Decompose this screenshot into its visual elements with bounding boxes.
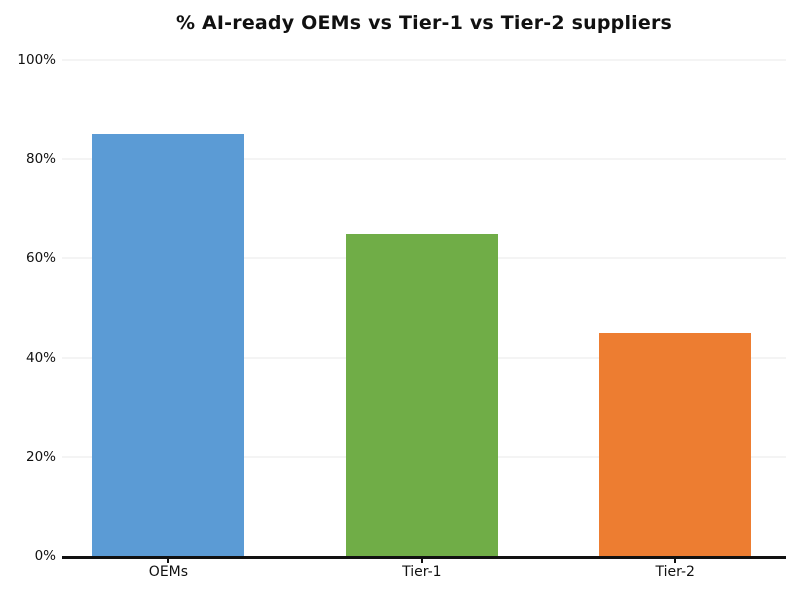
y-tick-label: 40% <box>25 349 56 366</box>
bar-tier-2 <box>599 332 752 556</box>
gridline-80 <box>62 158 786 160</box>
x-tick-mark <box>674 559 677 563</box>
x-tick-mark <box>167 559 170 563</box>
y-tick-label: 80% <box>25 151 56 168</box>
chart-title: % AI-ready OEMs vs Tier-1 vs Tier-2 supp… <box>175 12 673 34</box>
x-tick-mark <box>420 559 423 563</box>
x-tick-label: Tier-1 <box>402 564 442 580</box>
gridline-100 <box>62 59 786 61</box>
plot-area <box>62 59 786 559</box>
y-tick-label: 0% <box>34 548 56 564</box>
x-axis-tick-labels: OEMs Tier-1 Tier-2 <box>62 564 786 584</box>
x-tick-label: Tier-2 <box>655 564 695 580</box>
bar-oems <box>92 134 245 556</box>
bar-tier-1 <box>345 233 498 556</box>
y-tick-label: 60% <box>25 250 56 267</box>
y-tick-label: 100% <box>17 52 56 68</box>
y-axis-tick-labels: 0% 20% 40% 60% 80% 100% <box>0 52 56 564</box>
y-tick-label: 20% <box>25 448 56 465</box>
x-tick-label: OEMs <box>148 564 189 580</box>
